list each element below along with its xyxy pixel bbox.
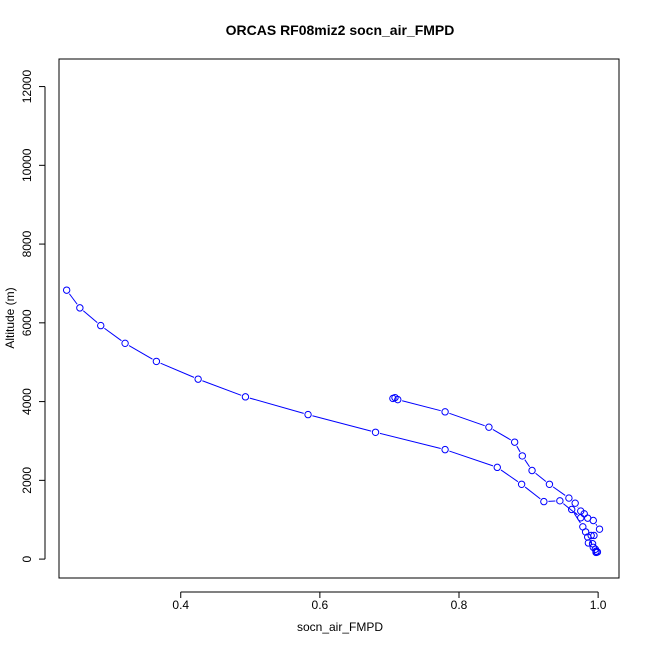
series-segment [250,398,304,413]
y-tick-label: 10000 [20,148,34,182]
y-tick-label: 12000 [20,70,34,104]
series-segment [312,416,371,431]
y-axis: 0 2000 4000 6000 8000 10000 12000 [20,70,45,563]
series-segment [536,473,546,481]
x-tick-label: 0.4 [172,598,189,612]
data-point [511,439,517,445]
series-segment [69,294,77,305]
x-tick-label: 0.8 [451,598,468,612]
data-point [486,424,492,430]
plot-frame [59,59,619,578]
data-point [568,506,574,512]
y-tick-label: 4000 [20,388,34,415]
series-segment [449,413,484,425]
data-point [442,446,448,452]
data-point [596,526,602,532]
series-segment [553,487,565,496]
data-point [305,411,311,417]
data-point [242,394,248,400]
data-point [77,305,83,311]
series-segment [525,487,540,499]
series-segment [161,363,194,377]
series-segment [202,381,241,396]
series-segment [517,446,520,452]
data-point [590,517,596,523]
data-point [557,498,563,504]
series-segment [596,524,597,525]
data-point [98,322,104,328]
y-axis-label: Altitude (m) [3,287,17,348]
series-segment [104,328,121,340]
series-segment [501,470,518,482]
series-segment [129,346,153,360]
series-segment [380,433,441,448]
data-point [566,495,572,501]
x-tick-label: 1.0 [590,598,607,612]
data-point [63,287,69,293]
data-point [518,481,524,487]
data-point [519,453,525,459]
data-point [153,358,159,364]
x-tick-label: 0.6 [312,598,329,612]
data-point [494,464,500,470]
data-point [195,376,201,382]
chart-title: ORCAS RF08miz2 socn_air_FMPD [226,22,455,38]
y-tick-label: 8000 [20,230,34,257]
x-axis: 0.4 0.6 0.8 1.0 [172,592,606,612]
series-segment [402,401,441,411]
x-axis-label: socn_air_FMPD [297,620,383,634]
series-segment [83,311,97,323]
data-point [442,409,448,415]
data-point [580,524,586,530]
data-point [372,429,378,435]
y-tick-label: 6000 [20,309,34,336]
data-point [122,340,128,346]
data-point [541,498,547,504]
data-point [546,481,552,487]
data-point [578,515,584,521]
y-tick-label: 2000 [20,467,34,494]
data-point [572,500,578,506]
series-layer [63,287,602,556]
series-segment [493,429,511,439]
y-tick-label: 0 [20,555,34,562]
series-segment [449,451,493,466]
series-segment [525,460,530,467]
data-point [529,467,535,473]
